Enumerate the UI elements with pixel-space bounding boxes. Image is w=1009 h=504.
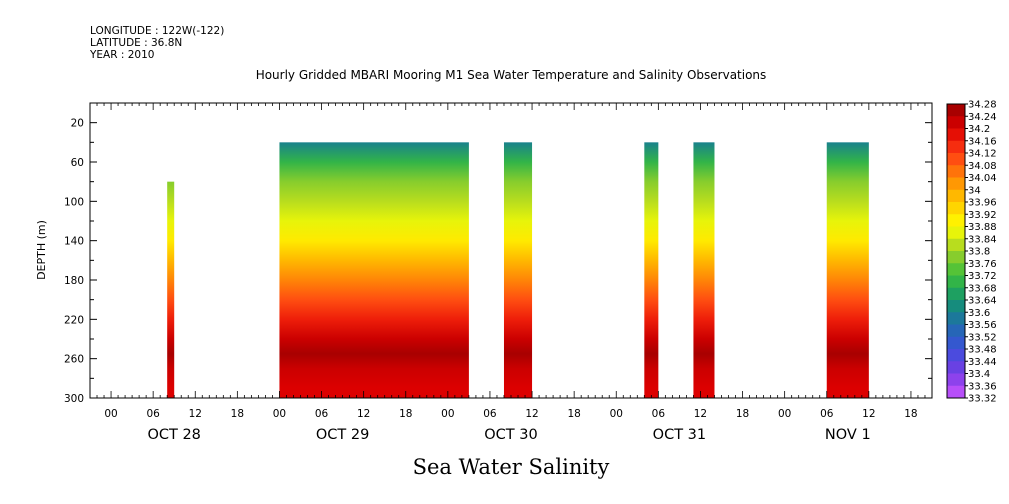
chart-title: Hourly Gridded MBARI Mooring M1 Sea Wate… (255, 68, 767, 82)
colorbar-swatch (947, 385, 965, 399)
x-day-label: OCT 29 (316, 427, 369, 443)
colorbar-label: 33.76 (968, 259, 997, 270)
colorbar-label: 33.92 (968, 210, 997, 221)
colorbar-swatch (947, 202, 965, 215)
x-tick-label: 06 (820, 408, 834, 420)
salinity-segment-1 (167, 181, 175, 398)
y-tick-label: 100 (64, 196, 84, 208)
y-tick-label: 20 (71, 118, 84, 130)
colorbar-swatch (947, 373, 965, 387)
x-tick-label: 00 (104, 408, 117, 420)
x-tick-label: 18 (736, 408, 749, 420)
x-tick-label: 00 (610, 408, 623, 420)
x-day-label: OCT 31 (653, 427, 706, 443)
x-tick-label: 06 (652, 408, 666, 420)
colorbar-swatch (947, 251, 965, 264)
colorbar-label: 33.52 (968, 332, 997, 343)
y-tick-label: 220 (64, 314, 84, 326)
x-tick-label: 12 (357, 408, 370, 420)
colorbar-label: 33.84 (968, 234, 997, 245)
colorbar-label: 33.68 (968, 283, 997, 294)
y-tick-label: 180 (64, 275, 84, 287)
colorbar-swatch (947, 128, 965, 142)
x-tick-label: 18 (567, 408, 580, 420)
colorbar-label: 34.16 (968, 136, 997, 147)
longitude-label: LONGITUDE : 122W(-122) (90, 25, 225, 37)
colorbar-label: 33.4 (968, 369, 990, 380)
x-tick-label: 00 (778, 408, 791, 420)
x-tick-label: 12 (525, 408, 538, 420)
x-day-label: OCT 28 (147, 427, 200, 443)
colorbar-swatch (947, 349, 965, 362)
colorbar-label: 33.44 (968, 357, 997, 368)
colorbar-label: 34.24 (968, 112, 997, 123)
colorbar-swatch (947, 140, 965, 154)
x-tick-label: 18 (399, 408, 412, 420)
y-tick-label: 140 (64, 236, 84, 248)
x-tick-label: 06 (315, 408, 329, 420)
colorbar-label: 34.08 (968, 161, 997, 172)
colorbar-label: 33.64 (968, 296, 997, 307)
colorbar-label: 33.96 (968, 198, 997, 209)
x-tick-label: 12 (189, 408, 202, 420)
colorbar-label: 33.56 (968, 320, 997, 331)
colorbar-swatch (947, 263, 965, 276)
x-tick-label: 00 (441, 408, 454, 420)
colorbar-label: 34.2 (968, 124, 990, 135)
colorbar-swatch (947, 324, 965, 338)
colorbar-swatch (947, 238, 965, 252)
colorbar-label: 34.28 (968, 100, 997, 111)
colorbar-label: 34 (968, 185, 981, 196)
colorbar-swatch (947, 189, 965, 203)
salinity-segment-5 (693, 142, 715, 398)
colorbar-swatch (947, 116, 965, 129)
x-axis-label: Sea Water Salinity (412, 455, 610, 479)
x-tick-label: 12 (694, 408, 707, 420)
colorbar-swatch (947, 361, 965, 374)
x-tick-label: 00 (273, 408, 286, 420)
salinity-segment-4 (644, 142, 659, 398)
colorbar-label: 33.48 (968, 345, 997, 356)
colorbar-label: 34.04 (968, 173, 997, 184)
colorbar-swatch (947, 287, 965, 301)
x-tick-label: 06 (483, 408, 497, 420)
colorbar-label: 34.12 (968, 149, 997, 160)
colorbar-label: 33.8 (968, 247, 990, 258)
salinity-segment-2 (279, 142, 469, 398)
year-label: YEAR : 2010 (90, 49, 155, 61)
colorbar-swatch (947, 336, 965, 350)
colorbar-swatch (947, 177, 965, 191)
y-axis-label: DEPTH (m) (35, 220, 48, 280)
x-tick-label: 06 (146, 408, 160, 420)
colorbar-swatch (947, 104, 965, 117)
x-tick-label: 18 (231, 408, 244, 420)
colorbar-swatch (947, 226, 965, 240)
colorbar-swatch (947, 153, 965, 166)
colorbar-swatch (947, 214, 965, 227)
latitude-label: LATITUDE : 36.8N (90, 37, 183, 49)
colorbar-label: 33.72 (968, 271, 997, 282)
y-tick-label: 60 (71, 157, 84, 169)
y-tick-label: 300 (64, 393, 84, 405)
colorbar-label: 33.32 (968, 394, 997, 405)
salinity-segment-3 (503, 142, 533, 398)
y-tick-label: 260 (64, 354, 84, 366)
colorbar-swatch (947, 165, 965, 178)
colorbar-swatch (947, 275, 965, 289)
salinity-segment-6 (826, 142, 869, 398)
colorbar-label: 33.6 (968, 308, 990, 319)
colorbar-label: 33.88 (968, 222, 997, 233)
x-tick-label: 12 (862, 408, 875, 420)
colorbar-swatch (947, 312, 965, 325)
x-tick-label: 18 (904, 408, 917, 420)
colorbar-label: 33.36 (968, 381, 997, 392)
colorbar-swatch (947, 300, 965, 313)
x-day-label: NOV 1 (825, 427, 871, 443)
x-day-label: OCT 30 (484, 427, 537, 443)
